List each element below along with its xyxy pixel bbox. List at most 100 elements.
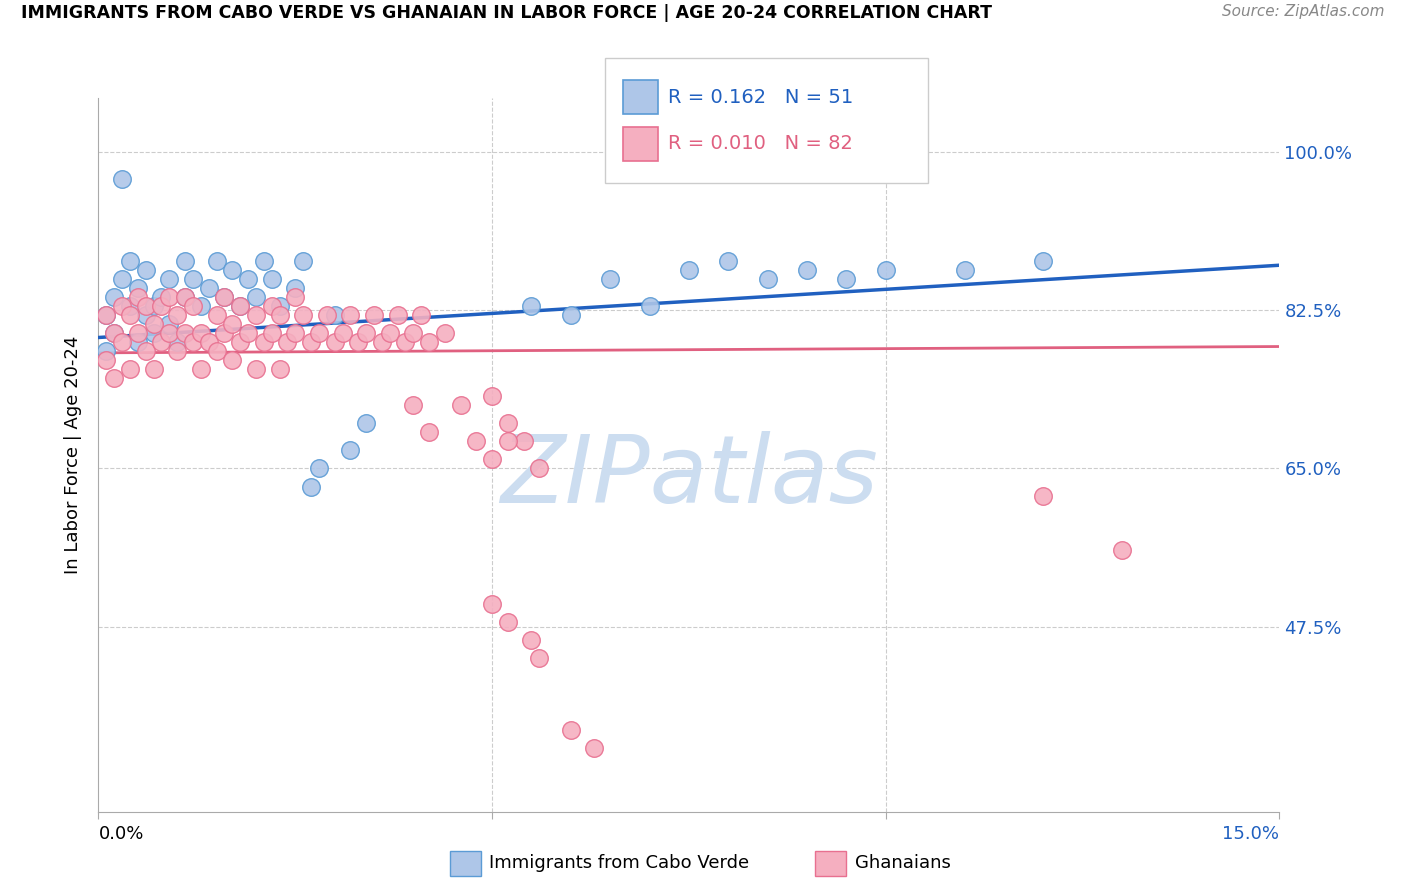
Point xyxy=(197,281,219,295)
Point xyxy=(638,299,661,313)
Point xyxy=(229,334,252,349)
Point xyxy=(394,334,416,349)
Text: Source: ZipAtlas.com: Source: ZipAtlas.com xyxy=(1222,4,1385,20)
Point xyxy=(418,425,440,440)
Point xyxy=(450,398,472,412)
Point xyxy=(236,326,259,340)
Point xyxy=(142,317,165,331)
Point xyxy=(496,417,519,431)
Point xyxy=(166,334,188,349)
Point xyxy=(308,326,330,340)
Point xyxy=(166,308,188,322)
Point xyxy=(174,290,197,304)
Point xyxy=(221,317,243,331)
Point xyxy=(529,461,551,475)
Point xyxy=(796,262,818,277)
Point xyxy=(174,253,197,268)
Point xyxy=(1032,489,1054,503)
Point xyxy=(260,299,283,313)
Point xyxy=(205,308,228,322)
Point xyxy=(190,362,212,376)
Point xyxy=(229,299,252,313)
Point xyxy=(299,334,322,349)
Point xyxy=(433,326,456,340)
Point xyxy=(214,326,236,340)
Text: 15.0%: 15.0% xyxy=(1222,825,1279,843)
Point xyxy=(221,262,243,277)
Point xyxy=(292,308,315,322)
Point xyxy=(118,253,141,268)
Point xyxy=(150,334,173,349)
Point xyxy=(465,434,488,449)
Point xyxy=(174,290,197,304)
Point xyxy=(339,308,361,322)
Point xyxy=(118,362,141,376)
Point xyxy=(284,281,307,295)
Point xyxy=(560,308,582,322)
Point xyxy=(411,308,433,322)
Point xyxy=(111,172,134,186)
Point xyxy=(127,290,149,304)
Point xyxy=(276,334,298,349)
Point xyxy=(1032,253,1054,268)
Point xyxy=(96,308,118,322)
Text: IMMIGRANTS FROM CABO VERDE VS GHANAIAN IN LABOR FORCE | AGE 20-24 CORRELATION CH: IMMIGRANTS FROM CABO VERDE VS GHANAIAN I… xyxy=(21,4,993,22)
Point xyxy=(127,281,149,295)
Point xyxy=(875,262,897,277)
Text: ZIPatlas: ZIPatlas xyxy=(501,431,877,522)
Point xyxy=(347,334,370,349)
Point xyxy=(756,272,779,286)
Point xyxy=(229,299,252,313)
Point xyxy=(308,461,330,475)
Point xyxy=(520,633,543,648)
Point xyxy=(599,272,621,286)
Point xyxy=(835,272,858,286)
Y-axis label: In Labor Force | Age 20-24: In Labor Force | Age 20-24 xyxy=(65,335,83,574)
Point xyxy=(1111,542,1133,557)
Point xyxy=(371,334,394,349)
Point xyxy=(323,308,346,322)
Point xyxy=(339,443,361,458)
Point xyxy=(354,417,377,431)
Point xyxy=(190,299,212,313)
Point xyxy=(96,353,118,368)
Point xyxy=(953,262,976,277)
Point xyxy=(284,290,307,304)
Point xyxy=(135,299,157,313)
Point xyxy=(245,290,267,304)
Point xyxy=(253,253,276,268)
Text: Immigrants from Cabo Verde: Immigrants from Cabo Verde xyxy=(489,855,749,872)
Point xyxy=(214,290,236,304)
Point xyxy=(269,308,291,322)
Point xyxy=(142,362,165,376)
Point xyxy=(103,290,125,304)
Point xyxy=(96,344,118,359)
Point xyxy=(529,651,551,665)
Point xyxy=(157,272,180,286)
Point xyxy=(135,308,157,322)
Point xyxy=(111,334,134,349)
Point xyxy=(260,272,283,286)
Point xyxy=(496,615,519,629)
Point xyxy=(214,290,236,304)
Point xyxy=(118,308,141,322)
Point xyxy=(127,326,149,340)
Point xyxy=(678,262,700,277)
Text: Ghanaians: Ghanaians xyxy=(855,855,950,872)
Point xyxy=(181,334,204,349)
Point xyxy=(103,371,125,385)
Point xyxy=(103,326,125,340)
Point xyxy=(512,434,534,449)
Point xyxy=(418,334,440,349)
Point xyxy=(496,434,519,449)
Point xyxy=(157,290,180,304)
Point xyxy=(135,262,157,277)
Point xyxy=(96,308,118,322)
Text: R = 0.010   N = 82: R = 0.010 N = 82 xyxy=(668,134,852,153)
Point xyxy=(221,353,243,368)
Point xyxy=(236,272,259,286)
Point xyxy=(583,741,606,756)
Point xyxy=(150,290,173,304)
Point xyxy=(387,308,409,322)
Point xyxy=(402,398,425,412)
